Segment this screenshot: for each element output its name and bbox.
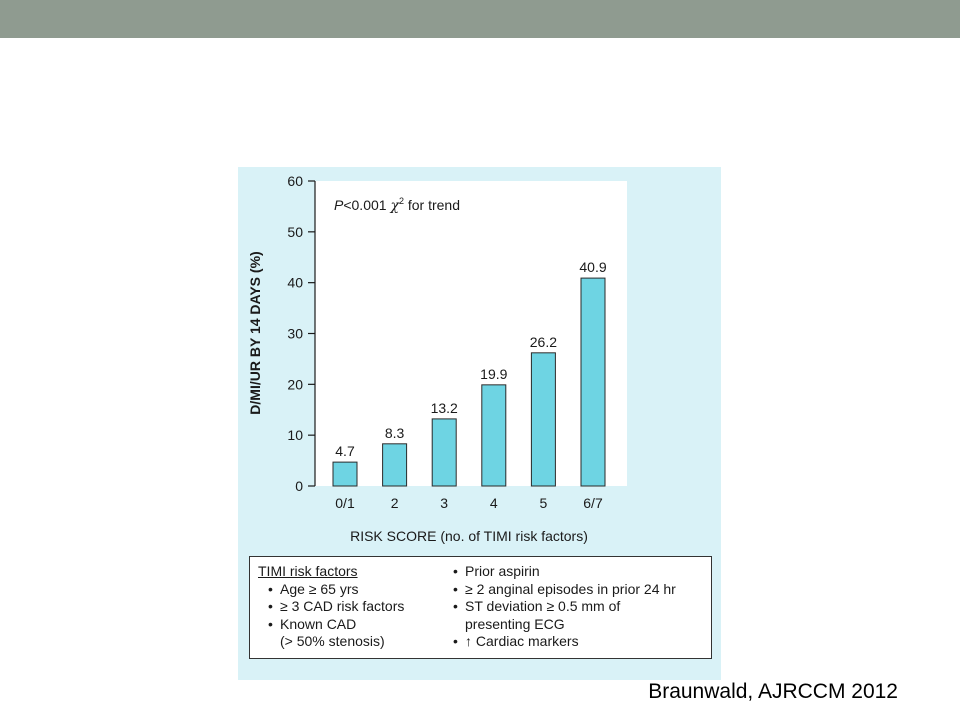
y-tick-label: 20: [287, 376, 303, 392]
bar-value-label: 13.2: [431, 400, 458, 416]
y-tick-label: 50: [287, 224, 303, 240]
x-tick-label: 6/7: [583, 495, 603, 511]
legend-item-continuation: presenting ECG: [465, 615, 565, 632]
legend-item: Known CAD: [268, 616, 404, 634]
legend-item-continuation: (> 50% stenosis): [280, 633, 385, 649]
x-axis: 0/1 2 3 4 5 6/7: [335, 495, 603, 511]
bar-chart: 0 10 20 30 40 50 60 4.7 8.3 13.2 19.9 26.2 40.9 0/1…: [247, 173, 607, 544]
legend-item: Prior aspirin: [453, 563, 676, 581]
legend-right-column: Prior aspirin ≥ 2 anginal episodes in pr…: [453, 563, 676, 651]
annotation-tail: for trend: [404, 197, 460, 213]
bar: [332, 461, 358, 487]
plot-area: [315, 181, 627, 486]
annotation-pvalue: <0.001: [343, 197, 390, 213]
annotation-sup: 2: [399, 196, 404, 206]
top-bar: [0, 0, 960, 38]
x-tick-label: 3: [440, 495, 448, 511]
x-axis-label: RISK SCORE (no. of TIMI risk factors): [350, 528, 588, 544]
y-tick-label: 10: [287, 427, 303, 443]
annotation-p: P: [334, 197, 344, 213]
x-tick-label: 5: [540, 495, 548, 511]
risk-factors-legend: TIMI risk factors Age ≥ 65 yrs ≥ 3 CAD r…: [249, 556, 712, 659]
y-axis-label: D/MI/UR BY 14 DAYS (%): [247, 251, 263, 414]
chart-annotation: P<0.001 χ2 for trend: [334, 196, 460, 214]
bar-value-label: 26.2: [530, 334, 557, 350]
y-tick-label: 0: [295, 478, 303, 494]
bar-value-label: 8.3: [385, 425, 405, 441]
bar: [431, 418, 457, 487]
legend-item: ≥ 2 anginal episodes in prior 24 hr: [453, 581, 676, 599]
y-tick-label: 60: [287, 173, 303, 189]
bar-value-label: 19.9: [480, 366, 507, 382]
annotation-chi: χ: [389, 198, 400, 214]
x-tick-label: 2: [391, 495, 399, 511]
bar: [530, 352, 556, 487]
legend-item: ST deviation ≥ 0.5 mm of: [453, 598, 676, 616]
legend-title: TIMI risk factors: [258, 563, 358, 579]
x-tick-label: 4: [490, 495, 498, 511]
x-tick-label: 0/1: [335, 495, 355, 511]
bar: [580, 277, 606, 487]
y-tick-label: 40: [287, 275, 303, 291]
bar-value-label: 40.9: [579, 259, 606, 275]
bars: 4.7 8.3 13.2 19.9 26.2 40.9: [332, 259, 607, 487]
y-tick-label: 30: [287, 326, 303, 342]
bar: [481, 384, 507, 487]
y-axis: 0 10 20 30 40 50 60: [287, 173, 316, 494]
bar: [382, 443, 408, 487]
legend-item: Age ≥ 65 yrs: [268, 581, 404, 599]
bar-value-label: 4.7: [335, 443, 355, 459]
legend-item: ≥ 3 CAD risk factors: [268, 598, 404, 616]
legend-left-column: TIMI risk factors Age ≥ 65 yrs ≥ 3 CAD r…: [258, 563, 404, 651]
legend-item: ↑ Cardiac markers: [453, 633, 676, 651]
citation: Braunwald, AJRCCM 2012: [648, 680, 898, 703]
